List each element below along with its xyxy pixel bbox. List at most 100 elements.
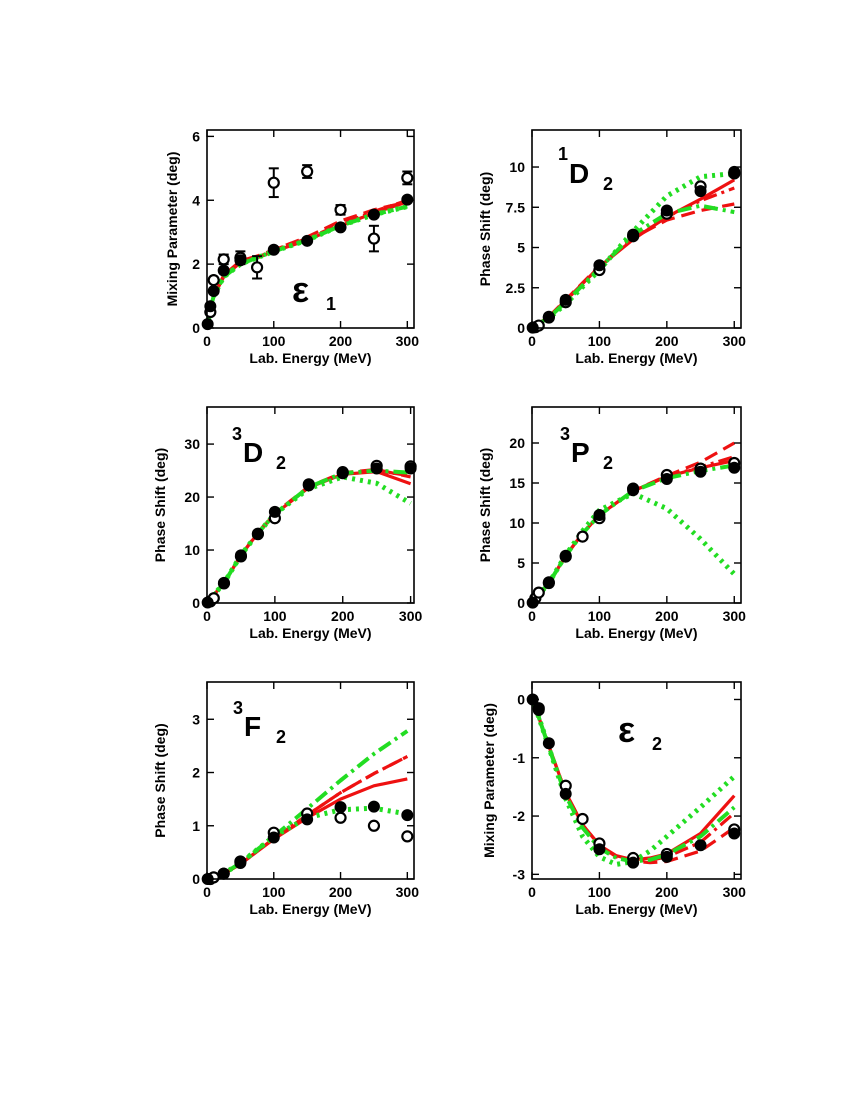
panel-label-main: D <box>569 158 589 189</box>
data-point-filled <box>559 549 572 562</box>
x-axis-label: Lab. Energy (MeV) <box>249 901 371 917</box>
data-point-filled <box>267 243 280 256</box>
data-point-filled <box>542 737 555 750</box>
data-point-filled <box>301 234 314 247</box>
data-point-filled <box>234 857 247 870</box>
y-tick-label: 0 <box>517 595 525 611</box>
series-line-red-dash <box>531 202 735 330</box>
x-tick-label: 100 <box>588 608 612 624</box>
y-tick-label: 10 <box>509 159 525 175</box>
panel-label-sub: 1 <box>326 294 336 314</box>
data-point-filled <box>207 284 220 297</box>
data-point-filled <box>728 165 741 178</box>
series-line-green-dot <box>204 204 408 329</box>
panel-label-sub: 2 <box>276 453 286 473</box>
x-tick-label: 100 <box>588 333 612 349</box>
y-tick-label: 3 <box>192 711 200 727</box>
plot-frame <box>531 129 742 329</box>
x-tick-label: 0 <box>528 333 536 349</box>
series-line-red-dashdot <box>530 455 735 605</box>
data-point-open <box>267 176 280 189</box>
chart-panel-1: 0 100 200 300 Lab. Energy (MeV) 0 2 4 6 Mixing Pa… <box>164 128 419 366</box>
data-point-filled <box>694 185 707 198</box>
x-tick-label: 200 <box>655 608 679 624</box>
x-axis: 0 100 200 300 Lab. Energy (MeV) <box>203 682 419 917</box>
chart-panel-5: 0 100 200 300 Lab. Energy (MeV) 0 1 2 3 Phase Shi… <box>152 681 419 917</box>
panel-label-sup: 3 <box>232 424 242 444</box>
y-tick-label: -2 <box>513 808 526 824</box>
y-axis-label: Phase Shift (deg) <box>477 448 493 562</box>
x-tick-label: 200 <box>655 333 679 349</box>
data-point-open <box>217 253 230 266</box>
x-axis-label: Lab. Energy (MeV) <box>575 625 697 641</box>
x-tick-label: 0 <box>528 608 536 624</box>
panel-label-main: D <box>243 437 263 468</box>
x-tick-label: 0 <box>203 608 211 624</box>
open-points <box>532 702 741 865</box>
data-point-open <box>401 171 414 185</box>
filled-points <box>201 800 414 885</box>
data-point-filled <box>660 204 673 217</box>
plot-frame <box>206 406 415 604</box>
data-point-filled <box>301 813 314 826</box>
y-tick-label: 2 <box>192 765 200 781</box>
data-point-filled <box>627 228 640 241</box>
data-point-filled <box>728 827 741 840</box>
panel-label: 3D 2 <box>232 424 286 473</box>
y-axis-label: Phase Shift (deg) <box>152 448 168 562</box>
data-point-filled <box>728 461 741 474</box>
y-axis: 0 1 2 3 Phase Shift (deg) <box>152 711 414 887</box>
data-point-open <box>334 811 347 824</box>
y-tick-label: 4 <box>192 192 200 208</box>
data-point-filled <box>217 867 230 880</box>
data-point-filled <box>370 462 383 475</box>
data-point-open <box>334 203 347 216</box>
y-axis: 0 5 10 15 20 Phase Shift (deg) <box>477 435 741 611</box>
chart-panel-3: 0 100 200 300 Lab. Energy (MeV) 0 10 20 30 Phase … <box>152 406 423 641</box>
x-axis-label: Lab. Energy (MeV) <box>249 625 371 641</box>
x-tick-label: 100 <box>588 884 612 900</box>
y-tick-label: 2.5 <box>506 280 526 296</box>
x-axis: 0 100 200 300 Lab. Energy (MeV) <box>528 407 746 641</box>
data-point-open <box>576 812 589 826</box>
x-tick-label: 100 <box>262 333 286 349</box>
data-point-open <box>250 261 264 274</box>
series-line-red-solid <box>530 459 735 605</box>
data-point-filled <box>627 484 640 497</box>
y-tick-label: 20 <box>509 435 525 451</box>
series-line-green-dashdot <box>530 698 736 864</box>
panel-label-sub: 2 <box>603 453 613 473</box>
data-point-open <box>367 819 381 832</box>
y-tick-label: -3 <box>513 866 526 882</box>
panel-label-main: P <box>571 437 590 468</box>
series-line-green-dot <box>205 474 412 605</box>
data-point-filled <box>627 856 640 869</box>
series-line-green-dot <box>530 490 737 605</box>
data-point-filled <box>542 576 555 589</box>
filled-points <box>526 461 741 609</box>
x-tick-label: 0 <box>528 884 536 900</box>
y-tick-label: 10 <box>184 542 200 558</box>
panel-label-sup: 3 <box>233 698 243 718</box>
y-tick-label: 7.5 <box>506 199 526 215</box>
data-point-open <box>207 273 220 287</box>
x-tick-label: 0 <box>203 884 211 900</box>
data-point-filled <box>593 509 606 521</box>
data-point-open <box>532 586 545 599</box>
x-tick-label: 300 <box>399 608 423 624</box>
x-tick-label: 200 <box>655 884 679 900</box>
x-axis: 0 100 200 300 Lab. Energy (MeV) <box>203 130 419 366</box>
x-tick-label: 300 <box>396 884 420 900</box>
y-tick-label: 0 <box>517 691 525 707</box>
x-tick-label: 0 <box>203 333 211 349</box>
data-point-filled <box>336 467 349 480</box>
data-point-open <box>301 165 314 178</box>
filled-points <box>201 462 417 609</box>
data-point-filled <box>251 527 264 540</box>
plot-frame <box>531 406 742 604</box>
y-tick-label: 5 <box>517 555 525 571</box>
chart-panel-6: 0 100 200 300 Lab. Energy (MeV) 0 -1 -2 -3 Mixing… <box>481 681 746 917</box>
